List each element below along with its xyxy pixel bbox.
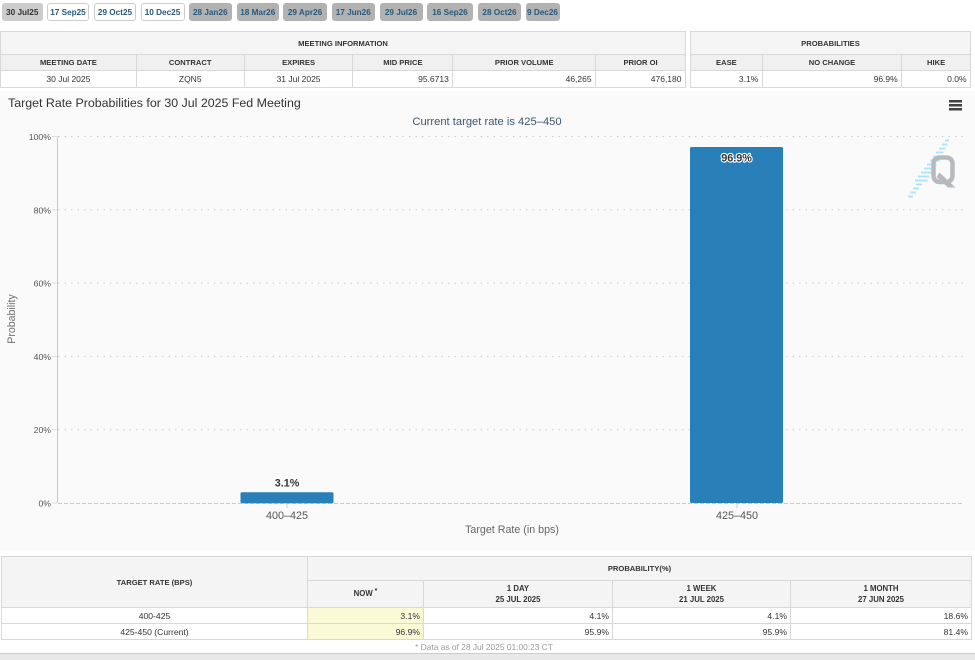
svg-text:100%: 100%: [29, 132, 51, 142]
svg-text:Current target rate is 425–450: Current target rate is 425–450: [412, 116, 561, 128]
svg-text:60%: 60%: [34, 279, 52, 289]
svg-text:20%: 20%: [34, 425, 52, 435]
svg-text:3.1%: 3.1%: [275, 478, 300, 490]
svg-text:Target Rate Probabilities for: Target Rate Probabilities for 30 Jul 202…: [8, 96, 301, 110]
svg-text:400–425: 400–425: [266, 510, 308, 522]
svg-text:0%: 0%: [38, 499, 51, 509]
svg-text:96.9%: 96.9%: [721, 153, 752, 165]
svg-text:425–450: 425–450: [716, 510, 758, 522]
svg-text:Target Rate (in bps): Target Rate (in bps): [465, 524, 559, 536]
svg-text:80%: 80%: [34, 205, 52, 215]
svg-text:Probability: Probability: [6, 294, 18, 344]
svg-text:40%: 40%: [34, 352, 52, 362]
